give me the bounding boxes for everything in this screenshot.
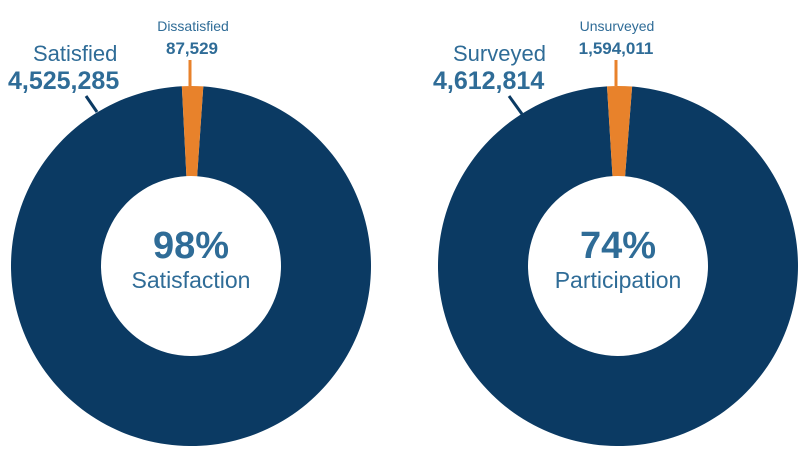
slice-satisfied — [10, 86, 371, 447]
data-label-name: Satisfied — [33, 41, 117, 66]
data-label-name: Surveyed — [453, 41, 546, 66]
data-label-name: Unsurveyed — [580, 18, 655, 34]
center-label: Satisfaction — [132, 267, 251, 293]
center-percentage: 98% — [153, 225, 229, 267]
center-label: Participation — [555, 267, 682, 293]
slice-dissatisfied — [181, 85, 204, 177]
center-percentage: 74% — [580, 225, 656, 267]
leader-line-satisfied — [84, 95, 99, 113]
data-label-name: Dissatisfied — [157, 18, 229, 34]
data-label-value: 4,525,285 — [8, 67, 119, 95]
data-label-value: 87,529 — [166, 39, 218, 58]
slice-unsurveyed — [607, 86, 633, 177]
data-label-value: 1,594,011 — [579, 39, 654, 58]
donut-chart-1 — [10, 60, 371, 447]
data-label-value: 4,612,814 — [433, 67, 544, 95]
donut-chart-2 — [438, 60, 799, 446]
leader-line-surveyed — [507, 95, 524, 115]
slice-surveyed — [438, 86, 799, 446]
